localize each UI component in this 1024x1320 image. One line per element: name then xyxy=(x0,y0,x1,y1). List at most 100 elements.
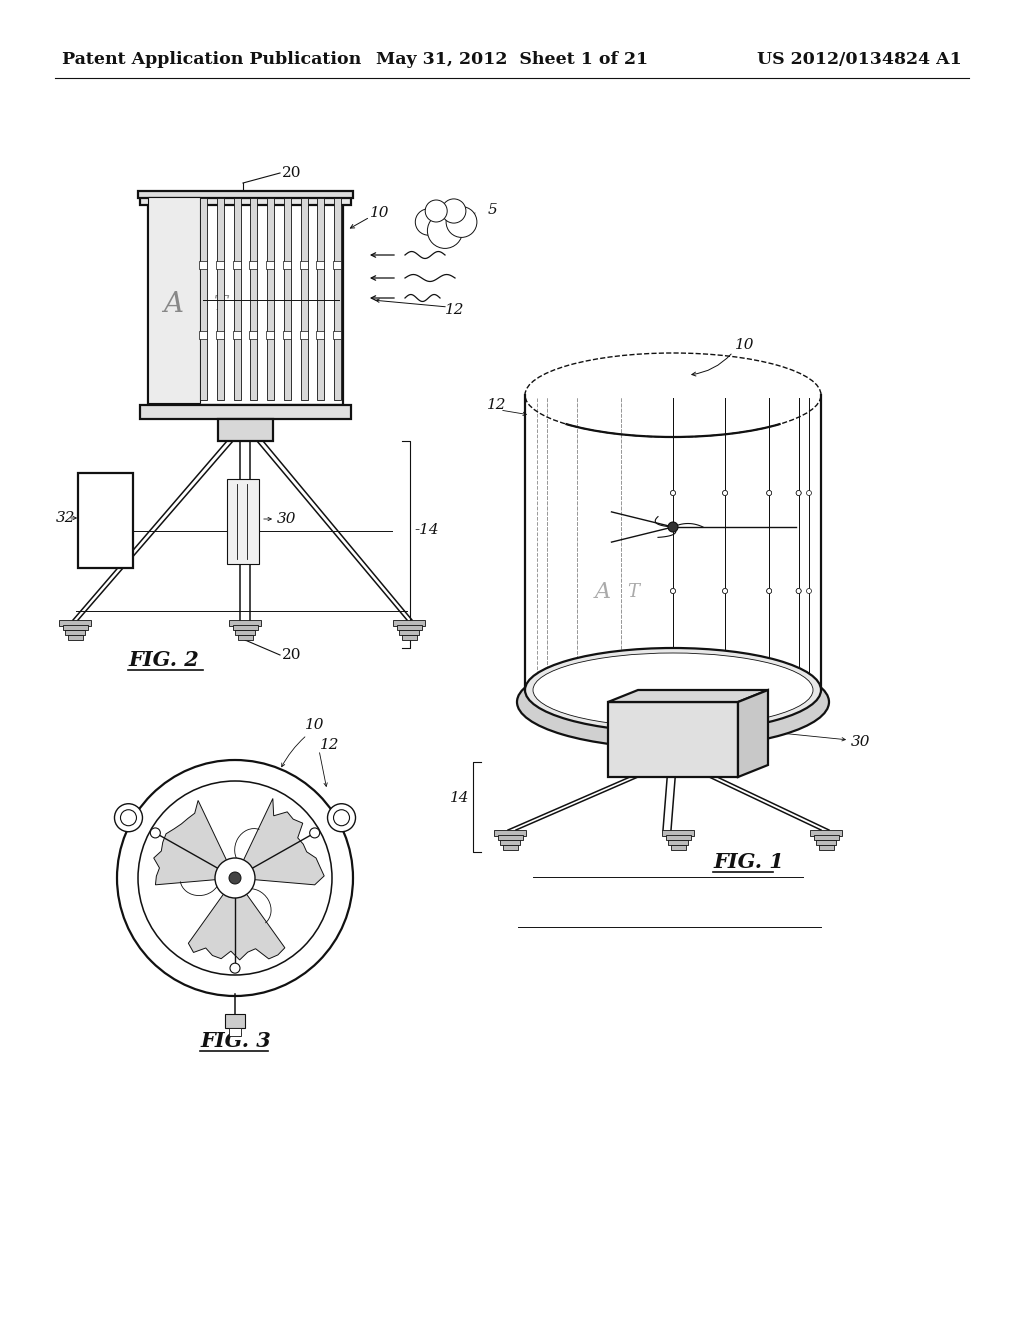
Circle shape xyxy=(796,589,801,594)
Circle shape xyxy=(767,589,772,594)
Bar xyxy=(402,635,417,640)
Text: 12: 12 xyxy=(445,304,465,317)
Circle shape xyxy=(796,491,801,495)
Circle shape xyxy=(446,207,477,238)
Bar xyxy=(819,845,834,850)
Circle shape xyxy=(328,804,355,832)
Bar xyxy=(225,1014,245,1028)
Bar xyxy=(216,331,224,339)
Bar xyxy=(232,331,241,339)
Circle shape xyxy=(767,491,772,495)
Bar xyxy=(668,840,688,845)
Bar xyxy=(266,331,274,339)
Text: -14: -14 xyxy=(414,523,438,537)
Circle shape xyxy=(723,491,727,495)
Bar xyxy=(140,195,351,205)
Bar xyxy=(216,261,224,269)
Text: T: T xyxy=(627,583,639,601)
Circle shape xyxy=(796,589,801,594)
Bar xyxy=(500,840,520,845)
Polygon shape xyxy=(234,799,325,884)
Text: May 31, 2012  Sheet 1 of 21: May 31, 2012 Sheet 1 of 21 xyxy=(376,51,648,69)
Bar xyxy=(608,702,738,777)
Bar xyxy=(810,830,842,836)
Bar xyxy=(148,195,343,405)
Circle shape xyxy=(723,491,727,495)
Circle shape xyxy=(151,828,161,838)
Bar xyxy=(140,405,351,418)
Circle shape xyxy=(229,873,241,884)
Circle shape xyxy=(416,209,441,235)
Polygon shape xyxy=(188,878,285,960)
Circle shape xyxy=(427,214,463,248)
Bar xyxy=(199,261,207,269)
Bar xyxy=(266,261,274,269)
Bar xyxy=(316,261,325,269)
Bar xyxy=(662,830,694,836)
Bar xyxy=(217,198,224,400)
Circle shape xyxy=(671,491,676,495)
Circle shape xyxy=(117,760,353,997)
Bar xyxy=(317,198,325,400)
Bar xyxy=(283,331,291,339)
Text: 10: 10 xyxy=(305,718,325,733)
Polygon shape xyxy=(154,800,234,884)
Text: Patent Application Publication: Patent Application Publication xyxy=(62,51,361,69)
Bar xyxy=(199,331,207,339)
Bar xyxy=(816,840,836,845)
Bar xyxy=(299,261,307,269)
Bar xyxy=(148,197,200,403)
Bar xyxy=(200,198,207,400)
Bar xyxy=(333,261,341,269)
Text: 5: 5 xyxy=(488,203,498,216)
Bar xyxy=(249,261,257,269)
Text: 32: 32 xyxy=(56,511,76,525)
Circle shape xyxy=(807,491,811,495)
Text: FIG. 3: FIG. 3 xyxy=(200,1031,270,1051)
Circle shape xyxy=(309,828,319,838)
Text: 12: 12 xyxy=(319,738,340,752)
Bar xyxy=(267,198,274,400)
Bar xyxy=(65,630,85,635)
Bar xyxy=(299,331,307,339)
Bar xyxy=(233,198,241,400)
Polygon shape xyxy=(738,690,768,777)
Text: 20: 20 xyxy=(282,166,301,180)
Ellipse shape xyxy=(525,648,821,733)
Text: 12: 12 xyxy=(487,399,507,412)
Circle shape xyxy=(807,589,811,594)
Bar xyxy=(68,635,83,640)
Bar xyxy=(316,331,325,339)
Circle shape xyxy=(671,589,676,594)
Text: 20: 20 xyxy=(282,648,301,663)
Bar xyxy=(671,845,686,850)
Bar xyxy=(233,624,258,630)
Bar xyxy=(249,331,257,339)
Circle shape xyxy=(334,809,349,826)
Circle shape xyxy=(115,804,142,832)
Text: 10: 10 xyxy=(735,338,755,352)
Bar xyxy=(63,624,88,630)
Text: FIG. 1: FIG. 1 xyxy=(713,851,783,873)
Bar xyxy=(397,624,422,630)
Text: A: A xyxy=(163,292,183,318)
Bar xyxy=(78,473,133,568)
Text: T: T xyxy=(213,296,227,314)
Bar xyxy=(229,620,261,626)
Text: US 2012/0134824 A1: US 2012/0134824 A1 xyxy=(758,51,962,69)
Circle shape xyxy=(671,491,676,495)
Text: 30: 30 xyxy=(278,512,297,525)
Polygon shape xyxy=(608,690,768,702)
Bar xyxy=(138,191,353,198)
Bar xyxy=(393,620,425,626)
Circle shape xyxy=(121,809,136,826)
Text: 30: 30 xyxy=(851,735,870,748)
Circle shape xyxy=(138,781,332,975)
Circle shape xyxy=(230,964,240,973)
Circle shape xyxy=(767,491,772,495)
Bar xyxy=(227,479,259,564)
Bar xyxy=(283,261,291,269)
Circle shape xyxy=(723,589,727,594)
Bar xyxy=(814,836,839,840)
Circle shape xyxy=(767,589,772,594)
